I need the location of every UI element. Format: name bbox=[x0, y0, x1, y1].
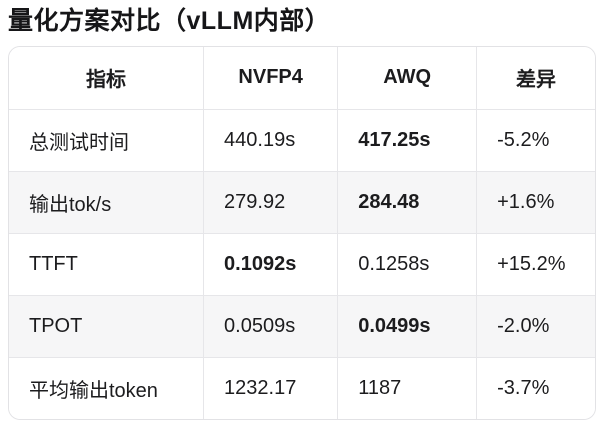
metric-cell: 平均输出token bbox=[9, 357, 205, 419]
comparison-table-container: 指标 NVFP4 AWQ 差异 总测试时间 440.19s 417.25s -5.2%… bbox=[8, 46, 596, 420]
awq-value-cell: 0.1258s bbox=[337, 233, 478, 296]
column-header-awq: AWQ bbox=[337, 47, 478, 110]
awq-value-cell: 1187 bbox=[337, 357, 478, 419]
table-row: 输出tok/s 279.92 284.48 +1.6% bbox=[9, 171, 595, 234]
metric-cell: 输出tok/s bbox=[9, 171, 205, 234]
awq-value-cell: 0.0499s bbox=[337, 295, 478, 358]
diff-value-cell: -2.0% bbox=[476, 295, 595, 358]
table-header-row: 指标 NVFP4 AWQ 差异 bbox=[9, 47, 595, 110]
diff-value-cell: -5.2% bbox=[476, 109, 595, 172]
table-row: TTFT 0.1092s 0.1258s +15.2% bbox=[9, 233, 595, 296]
table-row: 总测试时间 440.19s 417.25s -5.2% bbox=[9, 109, 595, 172]
nvfp4-value-cell: 0.1092s bbox=[203, 233, 339, 296]
diff-value-cell: -3.7% bbox=[476, 357, 595, 419]
column-header-diff: 差异 bbox=[476, 47, 595, 110]
metric-cell: TPOT bbox=[9, 295, 205, 358]
nvfp4-value-cell: 279.92 bbox=[203, 171, 339, 234]
column-header-metric: 指标 bbox=[9, 47, 205, 110]
diff-value-cell: +15.2% bbox=[476, 233, 595, 296]
metric-cell: 总测试时间 bbox=[9, 109, 205, 172]
table-row: TPOT 0.0509s 0.0499s -2.0% bbox=[9, 295, 595, 358]
table-row: 平均输出token 1232.17 1187 -3.7% bbox=[9, 357, 595, 419]
nvfp4-value-cell: 1232.17 bbox=[203, 357, 339, 419]
column-header-nvfp4: NVFP4 bbox=[203, 47, 339, 110]
comparison-table: 指标 NVFP4 AWQ 差异 总测试时间 440.19s 417.25s -5.2%… bbox=[9, 47, 595, 419]
awq-value-cell: 284.48 bbox=[337, 171, 478, 234]
nvfp4-value-cell: 440.19s bbox=[203, 109, 339, 172]
table-body: 总测试时间 440.19s 417.25s -5.2% 输出tok/s 279.92 284… bbox=[9, 109, 595, 419]
diff-value-cell: +1.6% bbox=[476, 171, 595, 234]
page-title: 量化方案对比（vLLM内部） bbox=[8, 7, 331, 35]
awq-value-cell: 417.25s bbox=[337, 109, 478, 172]
nvfp4-value-cell: 0.0509s bbox=[203, 295, 339, 358]
metric-cell: TTFT bbox=[9, 233, 205, 296]
